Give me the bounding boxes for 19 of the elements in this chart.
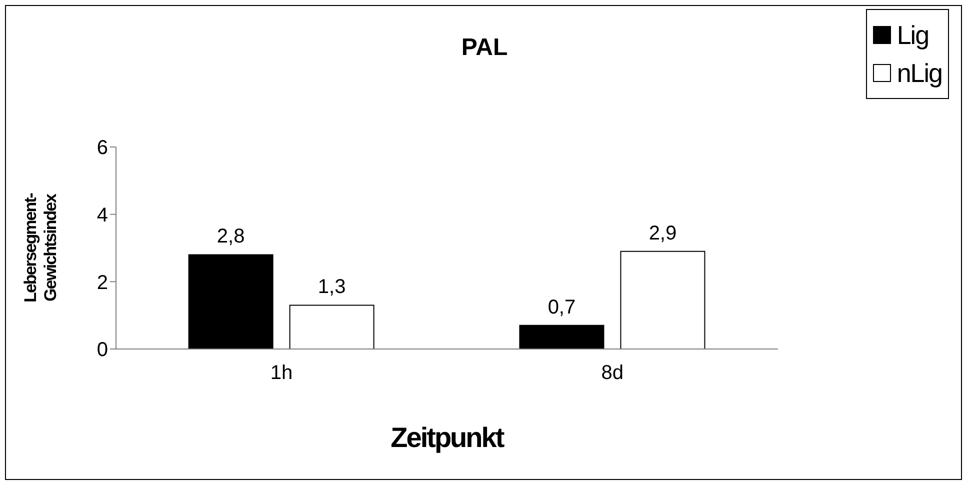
chart-title: PAL [461,34,508,61]
y-tick-label: 4 [96,204,108,226]
data-label: 0,7 [548,296,576,318]
data-label: 1,3 [318,276,346,298]
y-axis-title: Lebersegment-Gewichtsindex [21,192,60,302]
x-tick-label: 8d [601,362,624,384]
x-tick-label: 1h [270,362,293,384]
y-tick-label: 6 [96,137,108,160]
x-axis-title: Zeitpunkt [390,422,504,453]
bar [620,250,706,349]
y-tick-label: 2 [96,272,108,294]
bar [188,254,274,349]
legend-label: Lig [896,19,929,52]
data-label: 2,9 [648,222,677,244]
bar [289,304,374,349]
bar [519,324,604,349]
data-label: 2,8 [216,226,245,248]
y-tick-label: 0 [96,339,108,362]
legend-label: nLig [896,57,942,90]
